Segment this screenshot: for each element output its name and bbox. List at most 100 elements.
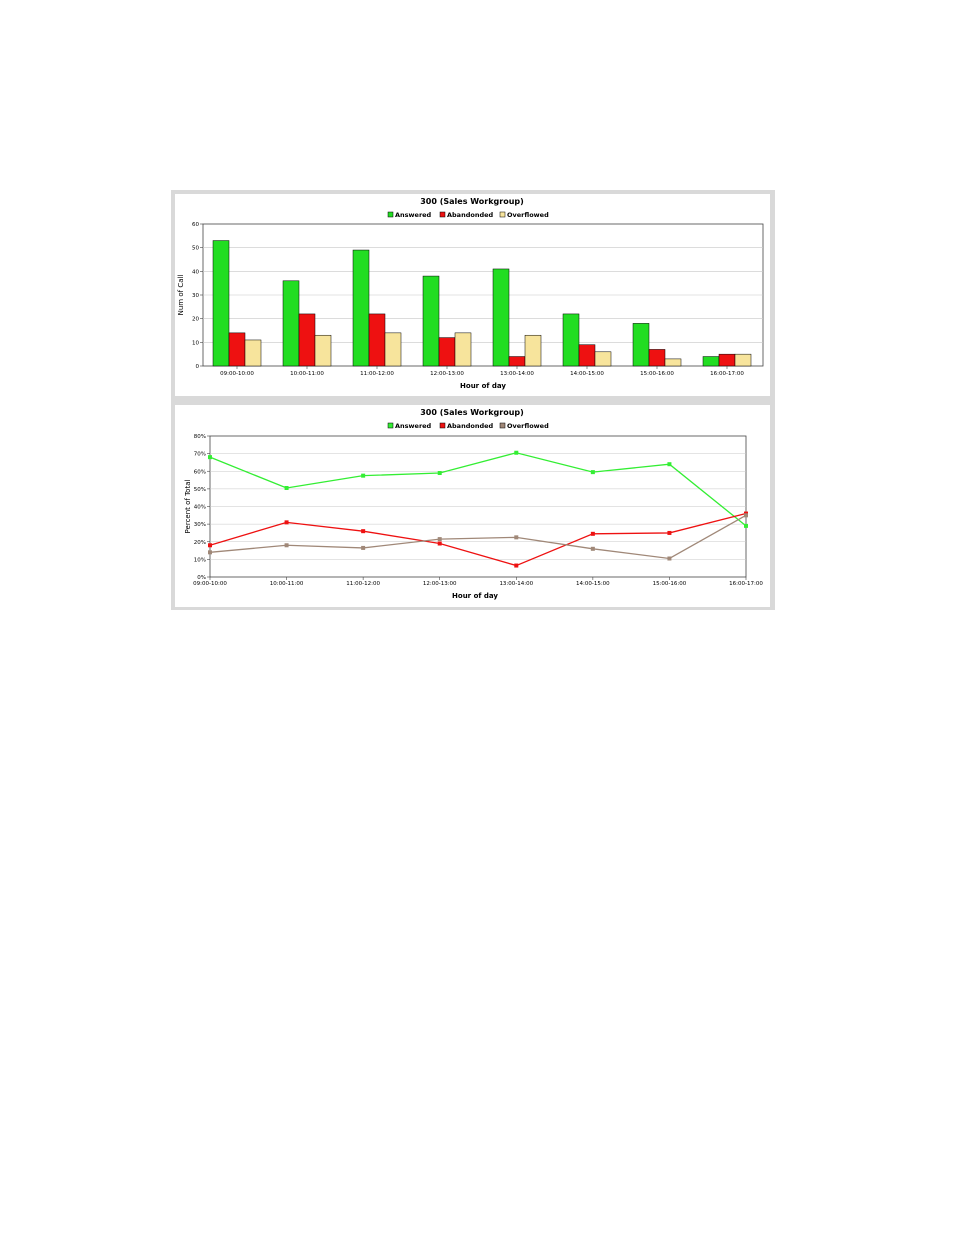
bar-answered	[352, 249, 370, 367]
x-tick-label: 11:00-12:00	[360, 371, 394, 377]
x-tick-label: 15:00-16:00	[640, 371, 674, 377]
point-overflowed	[667, 556, 672, 561]
legend-item-answered: Answered	[387, 211, 432, 219]
bar-abandonded	[508, 356, 526, 367]
y-tick-label: 50%	[194, 487, 206, 493]
point-answered	[361, 473, 366, 478]
x-tick-label: 13:00-14:00	[500, 371, 534, 377]
x-tick-label: 12:00-13:00	[423, 581, 457, 587]
legend-swatch	[499, 422, 506, 429]
y-tick-label: 50	[192, 246, 199, 252]
x-tick-label: 09:00-10:00	[193, 581, 227, 587]
bar-abandonded	[648, 349, 666, 367]
x-tick-label: 13:00-14:00	[499, 581, 533, 587]
legend-swatch	[387, 422, 394, 429]
y-axis-label: Num of Call	[177, 275, 185, 316]
point-overflowed	[590, 546, 595, 551]
point-overflowed	[361, 545, 366, 550]
point-abandonded	[208, 543, 212, 548]
line-chart: 300 (Sales Workgroup) Answered Abandonded O…	[184, 408, 763, 600]
y-tick-label: 80%	[194, 434, 206, 440]
bar-overflowed	[594, 351, 612, 367]
legend-swatch	[439, 422, 446, 429]
legend-label: Abandonded	[447, 211, 494, 219]
legend-label: Overflowed	[507, 211, 549, 219]
line-overflowed	[209, 514, 747, 560]
point-overflowed	[514, 535, 519, 540]
chart-title: 300 (Sales Workgroup)	[420, 408, 524, 417]
bar-abandonded	[228, 332, 246, 367]
point-overflowed	[208, 550, 212, 555]
bar-answered	[212, 240, 230, 367]
bar-abandonded	[298, 313, 316, 367]
point-answered	[437, 471, 442, 476]
y-tick-label: 10	[192, 340, 199, 346]
bar-answered	[282, 280, 300, 367]
line-abandonded	[209, 512, 747, 567]
x-tick-label: 10:00-11:00	[290, 371, 324, 377]
legend-swatch	[499, 211, 506, 218]
x-tick-label: 12:00-13:00	[430, 371, 464, 377]
bar-overflowed	[664, 358, 682, 367]
bar-overflowed	[314, 334, 332, 367]
legend-swatch	[387, 211, 394, 218]
point-abandonded	[590, 531, 595, 536]
bar-answered	[702, 356, 720, 367]
bar-chart: 300 (Sales Workgroup) Answered Abandonded O…	[177, 197, 764, 390]
point-answered	[208, 455, 212, 460]
bar-chart-panel: 300 (Sales Workgroup) Answered Abandonded O…	[175, 194, 770, 396]
bar-abandonded	[368, 313, 386, 367]
y-tick-label: 0%	[197, 575, 206, 581]
bar-overflowed	[454, 332, 472, 367]
bar-abandonded	[438, 337, 456, 367]
x-tick-label: 15:00-16:00	[653, 581, 687, 587]
y-tick-label: 40%	[194, 505, 206, 511]
bar-overflowed	[384, 332, 402, 367]
legend-item-overflowed: Overflowed	[499, 422, 549, 430]
bar-overflowed	[244, 339, 262, 367]
y-tick-label: 70%	[194, 452, 206, 458]
x-tick-label: 11:00-12:00	[346, 581, 380, 587]
y-tick-label: 60	[192, 222, 199, 228]
x-tick-label: 10:00-11:00	[270, 581, 304, 587]
y-tick-label: 60%	[194, 469, 206, 475]
line-answered	[209, 452, 747, 527]
point-abandonded	[361, 529, 366, 534]
point-abandonded	[667, 530, 672, 535]
point-answered	[284, 485, 289, 490]
line-chart-panel: 300 (Sales Workgroup) Answered Abandonded O…	[175, 405, 770, 607]
bar-abandonded	[718, 353, 736, 367]
legend-item-overflowed: Overflowed	[499, 211, 549, 219]
y-tick-label: 30	[192, 293, 199, 299]
y-tick-label: 0	[196, 364, 200, 370]
bar-answered	[562, 313, 580, 367]
legend-item-abandonded: Abandonded	[439, 211, 494, 219]
legend-label: Answered	[395, 422, 432, 430]
legend-label: Abandonded	[447, 422, 494, 430]
y-tick-label: 40	[192, 269, 199, 275]
x-tick-label: 16:00-17:00	[729, 581, 763, 587]
bar-overflowed	[524, 334, 542, 367]
bar-answered	[492, 268, 510, 367]
bar-overflowed	[734, 353, 752, 367]
point-abandonded	[514, 563, 519, 568]
y-tick-label: 20%	[194, 540, 206, 546]
point-overflowed	[744, 513, 748, 518]
y-tick-label: 30%	[194, 522, 206, 528]
x-axis-label: Hour of day	[460, 382, 506, 390]
point-answered	[590, 470, 595, 475]
point-answered	[744, 523, 748, 528]
legend-swatch	[439, 211, 446, 218]
y-tick-label: 20	[192, 317, 199, 323]
x-tick-label: 14:00-15:00	[570, 371, 604, 377]
x-tick-label: 14:00-15:00	[576, 581, 610, 587]
x-tick-label: 09:00-10:00	[220, 371, 254, 377]
chart-title: 300 (Sales Workgroup)	[420, 197, 524, 206]
point-abandonded	[437, 541, 442, 546]
legend-item-answered: Answered	[387, 422, 432, 430]
point-abandonded	[284, 520, 289, 525]
point-answered	[667, 462, 672, 467]
point-overflowed	[437, 537, 442, 542]
point-answered	[514, 450, 519, 455]
point-overflowed	[284, 543, 289, 548]
